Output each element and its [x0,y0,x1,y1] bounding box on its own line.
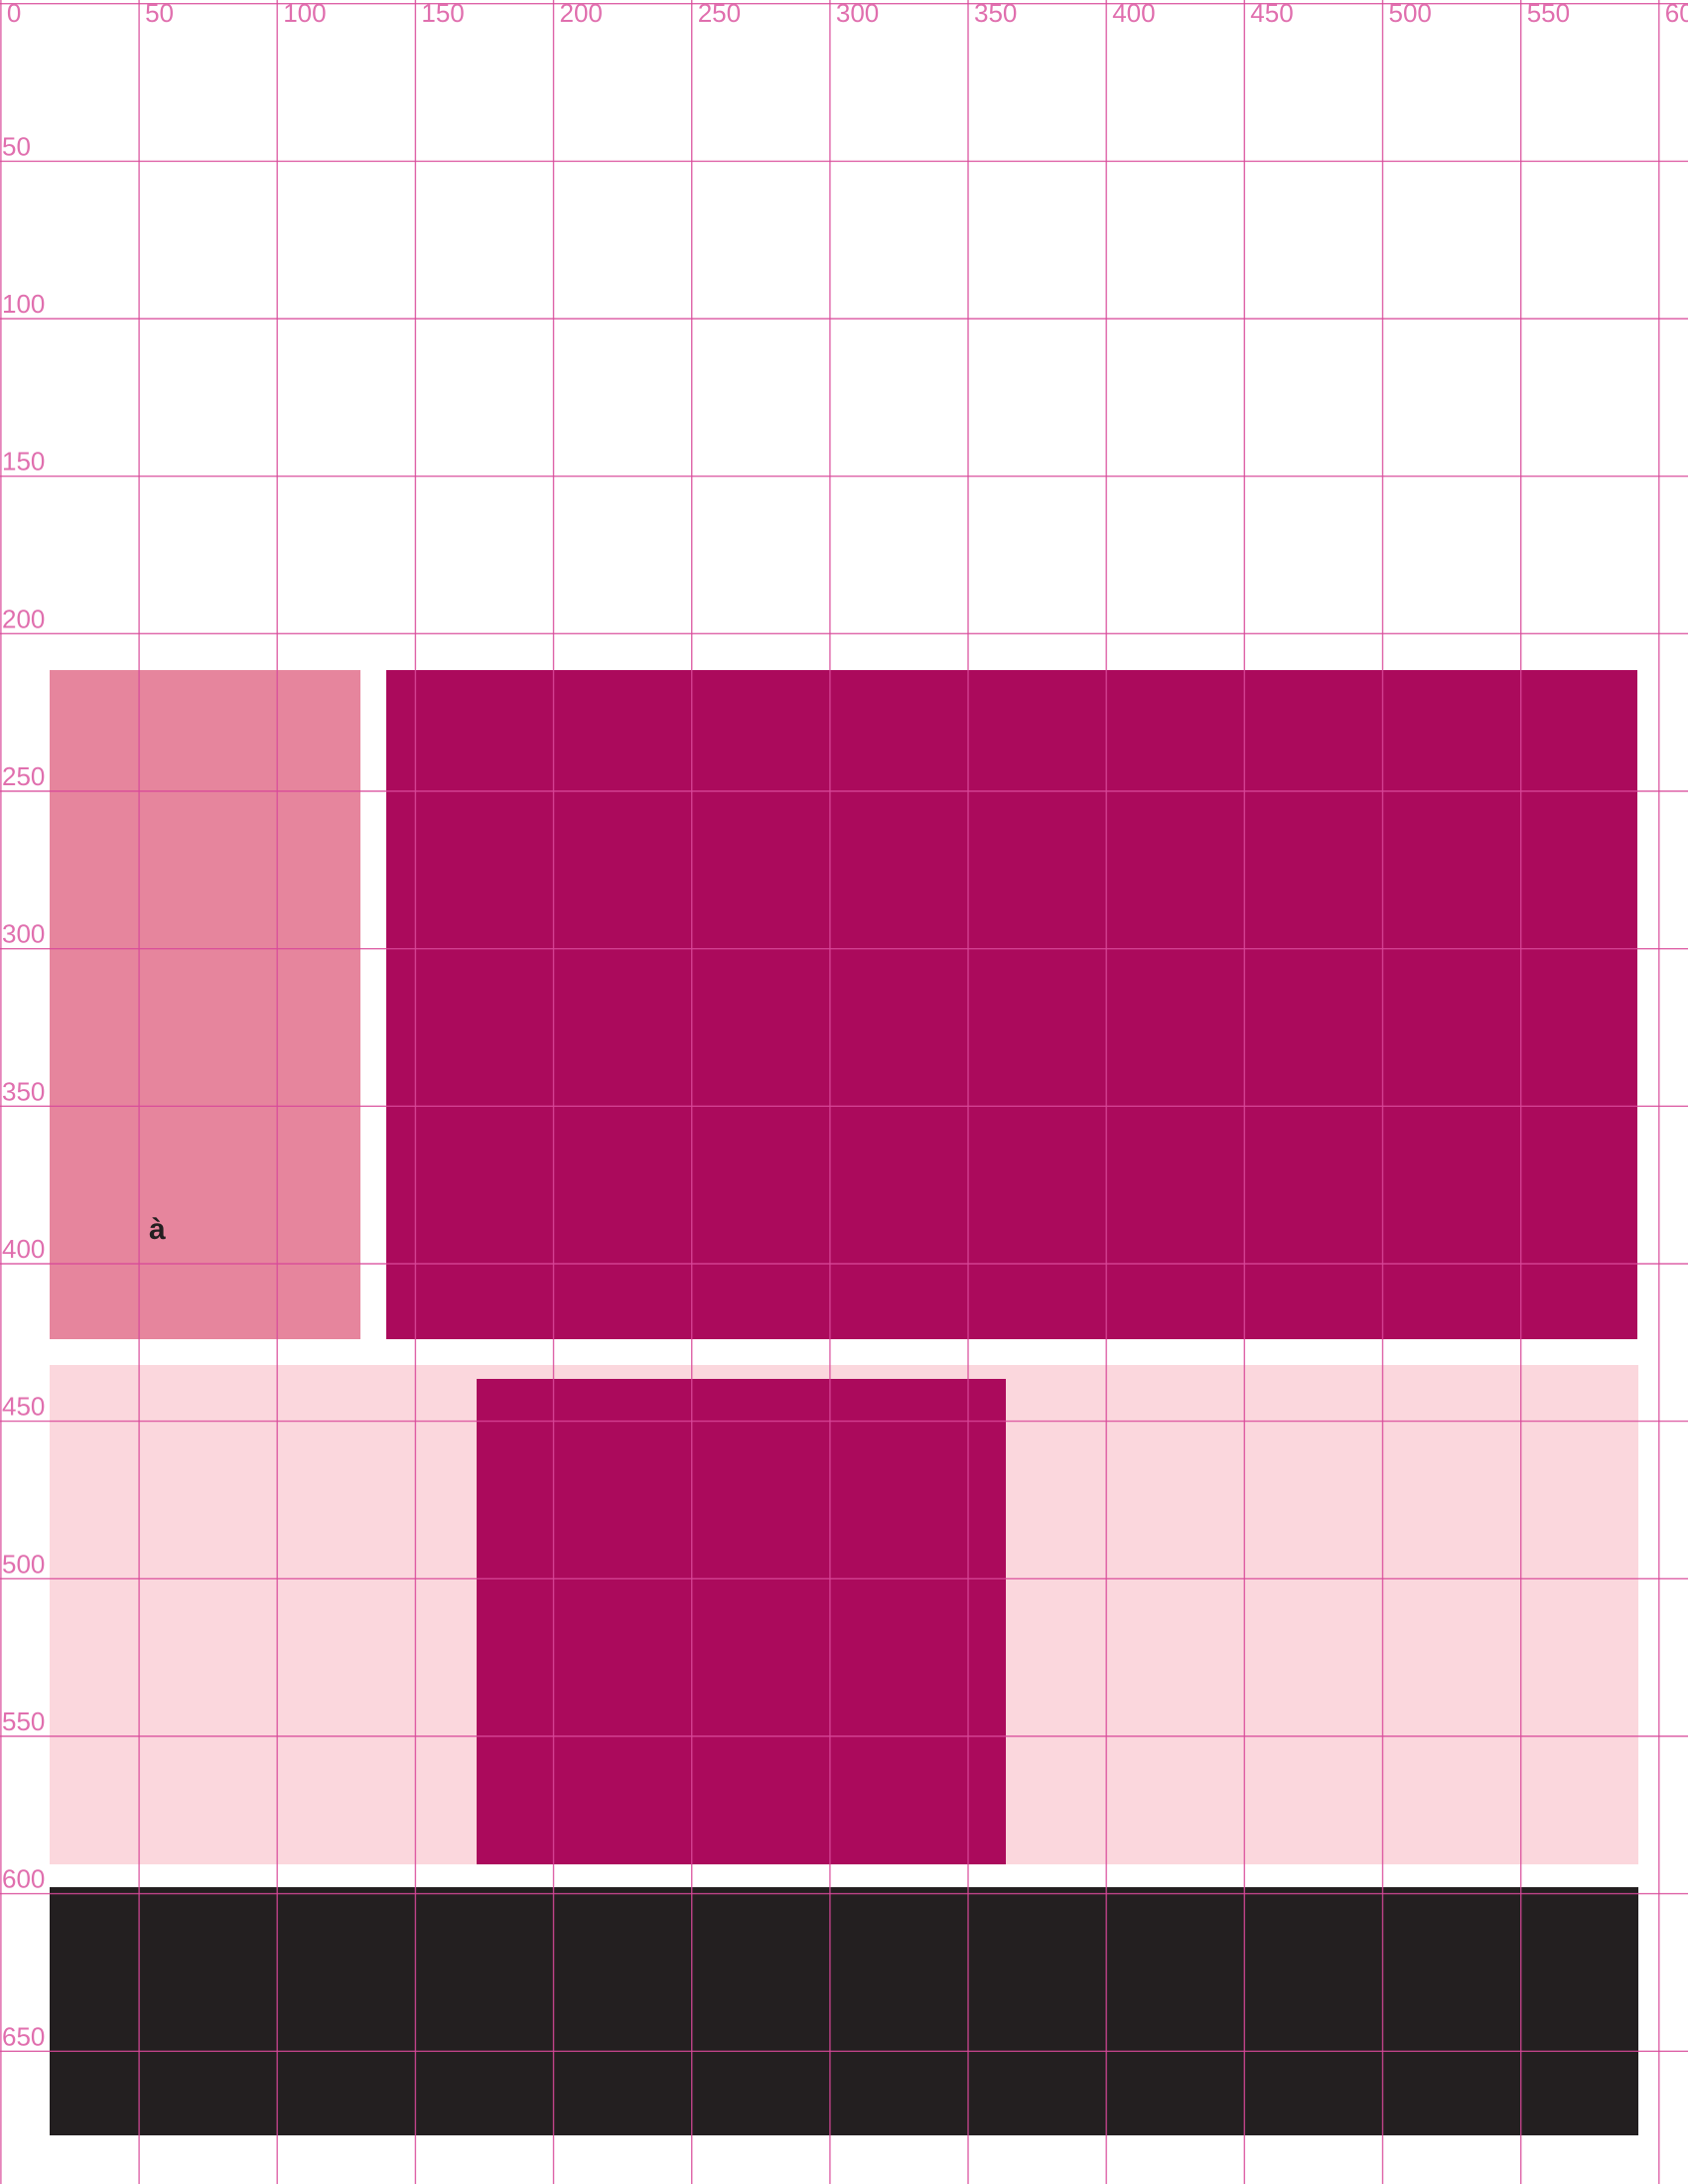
svg-text:150: 150 [2,447,45,477]
svg-text:350: 350 [2,1076,45,1106]
svg-text:450: 450 [1250,0,1293,28]
svg-text:100: 100 [283,0,326,28]
svg-text:600: 600 [2,1864,45,1894]
svg-text:550: 550 [2,1706,45,1736]
svg-text:200: 200 [560,0,603,28]
svg-text:500: 500 [1389,0,1432,28]
svg-text:250: 250 [698,0,741,28]
svg-text:600: 600 [1665,0,1688,28]
svg-text:250: 250 [2,761,45,791]
svg-text:500: 500 [2,1549,45,1578]
svg-text:300: 300 [836,0,879,28]
svg-text:300: 300 [2,919,45,949]
svg-text:0: 0 [7,0,21,28]
svg-text:50: 50 [145,0,174,28]
svg-text:100: 100 [2,289,45,319]
svg-text:650: 650 [2,2021,45,2051]
svg-text:350: 350 [974,0,1017,28]
svg-text:50: 50 [2,131,31,161]
svg-text:200: 200 [2,604,45,633]
svg-text:150: 150 [421,0,464,28]
svg-text:550: 550 [1527,0,1570,28]
svg-text:400: 400 [1112,0,1155,28]
svg-text:450: 450 [2,1392,45,1422]
svg-text:400: 400 [2,1234,45,1264]
